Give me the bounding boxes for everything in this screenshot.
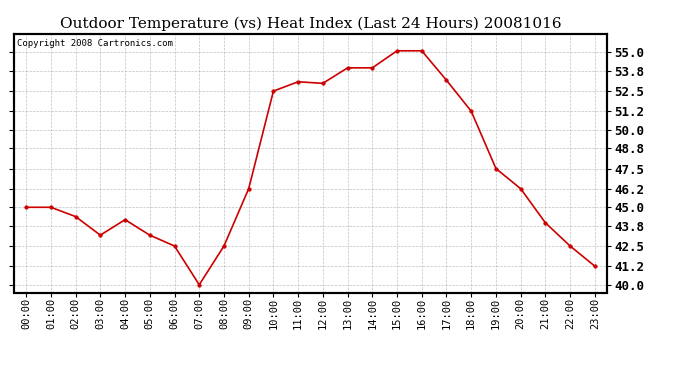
Title: Outdoor Temperature (vs) Heat Index (Last 24 Hours) 20081016: Outdoor Temperature (vs) Heat Index (Las…: [60, 17, 561, 31]
Text: Copyright 2008 Cartronics.com: Copyright 2008 Cartronics.com: [17, 39, 172, 48]
